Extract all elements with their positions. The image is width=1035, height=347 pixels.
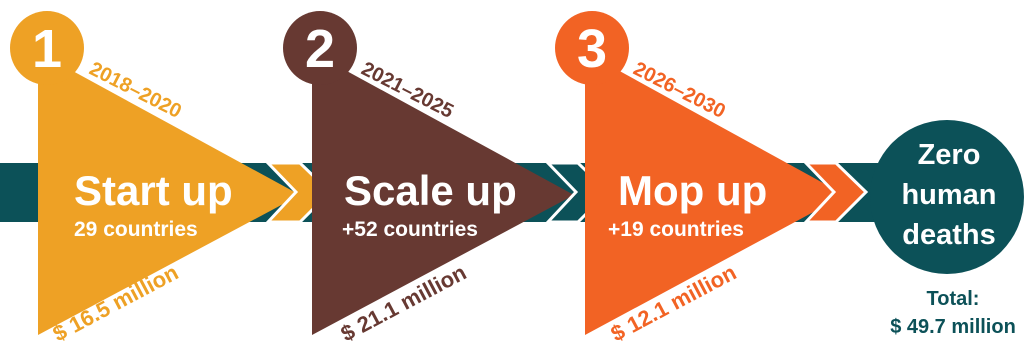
- phase-2-number: 2: [305, 19, 335, 79]
- phase-3-arrow: [585, 52, 845, 335]
- phase-3-number-badge: [555, 11, 629, 85]
- phase-2-countries: +52 countries: [342, 218, 478, 241]
- phase-2-number-badge: [283, 11, 357, 85]
- goal-line-1: Zero: [918, 139, 981, 171]
- goal: Zero human deaths: [870, 120, 1024, 274]
- phase-3-title: Mop up: [618, 167, 767, 214]
- phase-1-countries: 29 countries: [74, 218, 198, 241]
- phase-1-number-badge: [10, 11, 84, 85]
- phase-3: 3 2026–2030 Mop up +19 countries $ 12.1 …: [555, 11, 869, 346]
- phase-1: 1 2018–2020 Start up 29 countries $ 16.5…: [10, 11, 333, 346]
- phase-2-title: Scale up: [344, 167, 517, 214]
- phase-1-arrow: [38, 52, 300, 335]
- goal-circle: [870, 120, 1024, 274]
- total-amount: $ 49.7 million: [890, 316, 1016, 338]
- phase-3-countries: +19 countries: [608, 218, 744, 241]
- total-label: Total:: [927, 288, 980, 310]
- phase-3-chevron: [802, 161, 869, 224]
- goal-line-2: human: [901, 179, 996, 211]
- phase-3-number: 3: [577, 19, 607, 79]
- phase-2-arrow: [312, 52, 574, 335]
- phase-1-title: Start up: [74, 167, 233, 214]
- phase-1-number: 1: [32, 19, 62, 79]
- goal-line-3: deaths: [902, 219, 995, 251]
